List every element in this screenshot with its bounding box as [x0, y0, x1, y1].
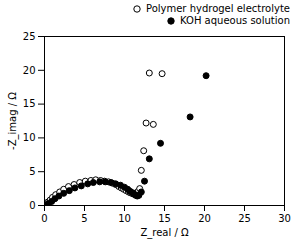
html-text:Polymer hydrogel electrolyte: Polymer hydrogel electrolyte [146, 3, 290, 14]
svg-text:25: 25 [238, 213, 251, 224]
html-text:KOH aqueous solution: KOH aqueous solution [180, 15, 290, 26]
svg-text:20: 20 [23, 65, 36, 76]
svg-text:15: 15 [23, 98, 36, 109]
svg-text:10: 10 [23, 132, 36, 143]
svg-text:25: 25 [23, 31, 36, 42]
svg-text:-Z_imag / Ω: -Z_imag / Ω [7, 92, 19, 150]
svg-text:5: 5 [81, 213, 87, 224]
svg-text:15: 15 [158, 213, 171, 224]
svg-text:0: 0 [29, 200, 35, 211]
svg-text:5: 5 [29, 166, 35, 177]
svg-text:20: 20 [198, 213, 211, 224]
svg-text:10: 10 [118, 213, 131, 224]
svg-text:30: 30 [278, 213, 291, 224]
svg-text:Z_real / Ω: Z_real / Ω [140, 227, 189, 239]
svg-text:0: 0 [41, 213, 47, 224]
